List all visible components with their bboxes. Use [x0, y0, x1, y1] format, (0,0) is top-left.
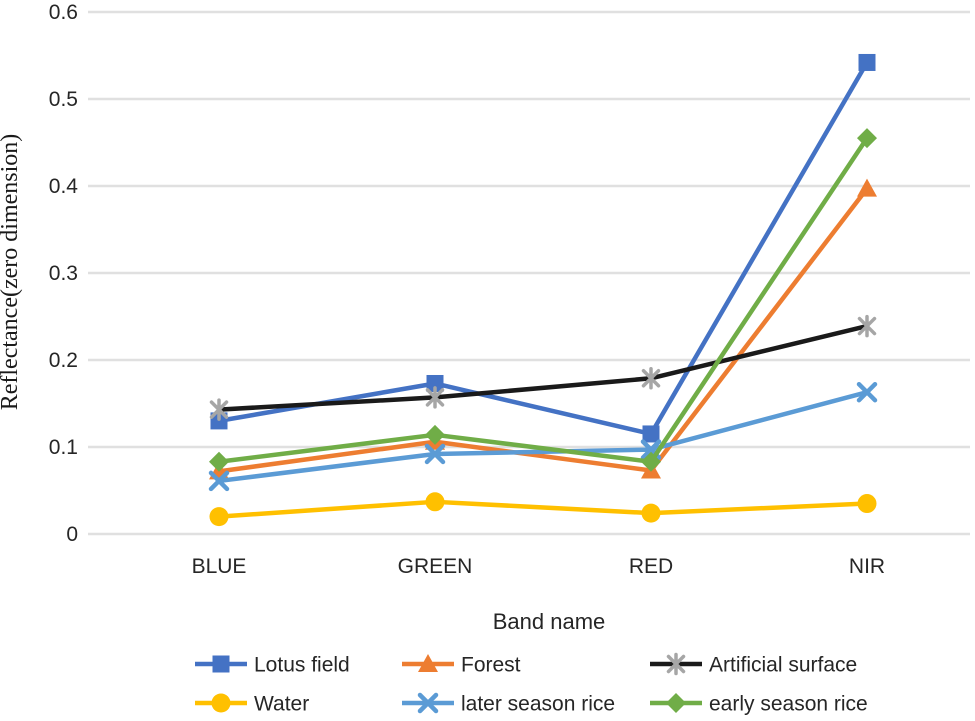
y-tick-label: 0.1 — [49, 436, 78, 459]
series-line — [218, 61, 869, 437]
series-line — [218, 499, 868, 519]
x-marker-icon — [856, 381, 878, 403]
asterisk-marker-icon — [425, 386, 445, 409]
legend: Lotus field Forest Artificial surface Water… — [195, 652, 868, 716]
legend-label: later season rice — [461, 693, 615, 716]
diamond-marker-icon — [857, 128, 877, 149]
x-tick-label-blue: BLUE — [192, 555, 247, 578]
series-line — [218, 390, 868, 484]
legend-label: early season rice — [709, 693, 868, 716]
legend-item-artificial-surface: Artificial surface — [650, 652, 857, 677]
asterisk-marker-icon — [857, 314, 877, 338]
square-marker-icon — [426, 374, 444, 392]
series-later-season-rice — [208, 381, 878, 492]
legend-item-later-season-rice: later season rice — [402, 693, 615, 716]
triangle-marker-icon — [857, 178, 877, 197]
square-marker-icon — [212, 655, 230, 673]
y-tick-label: 0.5 — [49, 88, 78, 111]
series-artificial-surface — [209, 314, 877, 421]
y-tick-label: 0 — [66, 523, 78, 546]
legend-label: Lotus field — [254, 654, 350, 677]
circle-marker-icon — [857, 494, 877, 514]
y-axis-title: Reflectance(zero dimension) — [0, 134, 23, 411]
legend-item-forest: Forest — [402, 654, 521, 677]
y-tick-labels: 0 0.1 0.2 0.3 0.4 0.5 0.6 — [49, 1, 79, 546]
square-marker-icon — [642, 425, 660, 443]
legend-label: Artificial surface — [709, 654, 857, 677]
x-axis-title: Band name — [493, 609, 606, 634]
x-marker-icon — [208, 470, 230, 492]
x-marker-icon — [417, 692, 439, 714]
diamond-marker-icon — [666, 693, 686, 713]
legend-item-lotus-field: Lotus field — [195, 654, 350, 677]
series-forest — [209, 178, 877, 480]
diamond-marker-icon — [209, 451, 229, 472]
asterisk-marker-icon — [641, 367, 661, 390]
legend-item-water: Water — [195, 693, 309, 716]
y-tick-label: 0.2 — [49, 349, 78, 372]
x-tick-label-red: RED — [629, 555, 673, 578]
series-early-season-rice — [209, 128, 877, 472]
square-marker-icon — [210, 412, 228, 430]
x-tick-labels: BLUE GREEN RED NIR — [192, 555, 886, 578]
series-line — [218, 136, 869, 465]
series-lines — [208, 53, 878, 527]
diamond-marker-icon — [641, 451, 661, 472]
diamond-marker-icon — [425, 424, 445, 445]
square-marker-icon — [858, 53, 876, 71]
legend-label: Water — [254, 693, 309, 716]
circle-marker-icon — [425, 492, 445, 512]
x-marker-icon — [424, 443, 446, 465]
x-tick-label-nir: NIR — [849, 555, 885, 578]
asterisk-marker-icon — [666, 652, 686, 676]
series-water — [209, 492, 877, 527]
series-line — [218, 323, 868, 412]
circle-marker-icon — [209, 507, 229, 527]
y-tick-label: 0.3 — [49, 262, 78, 285]
y-tick-label: 0.6 — [49, 1, 78, 24]
asterisk-marker-icon — [209, 398, 229, 421]
legend-label: Forest — [461, 654, 521, 677]
series-line — [218, 187, 869, 474]
x-tick-label-green: GREEN — [398, 555, 473, 578]
series-lotus-field — [210, 53, 876, 443]
gridlines — [88, 10, 970, 536]
y-tick-label: 0.4 — [49, 175, 79, 198]
circle-marker-icon — [641, 503, 661, 523]
circle-marker-icon — [211, 693, 231, 713]
legend-item-early-season-rice: early season rice — [650, 693, 868, 716]
triangle-marker-icon — [418, 654, 438, 672]
